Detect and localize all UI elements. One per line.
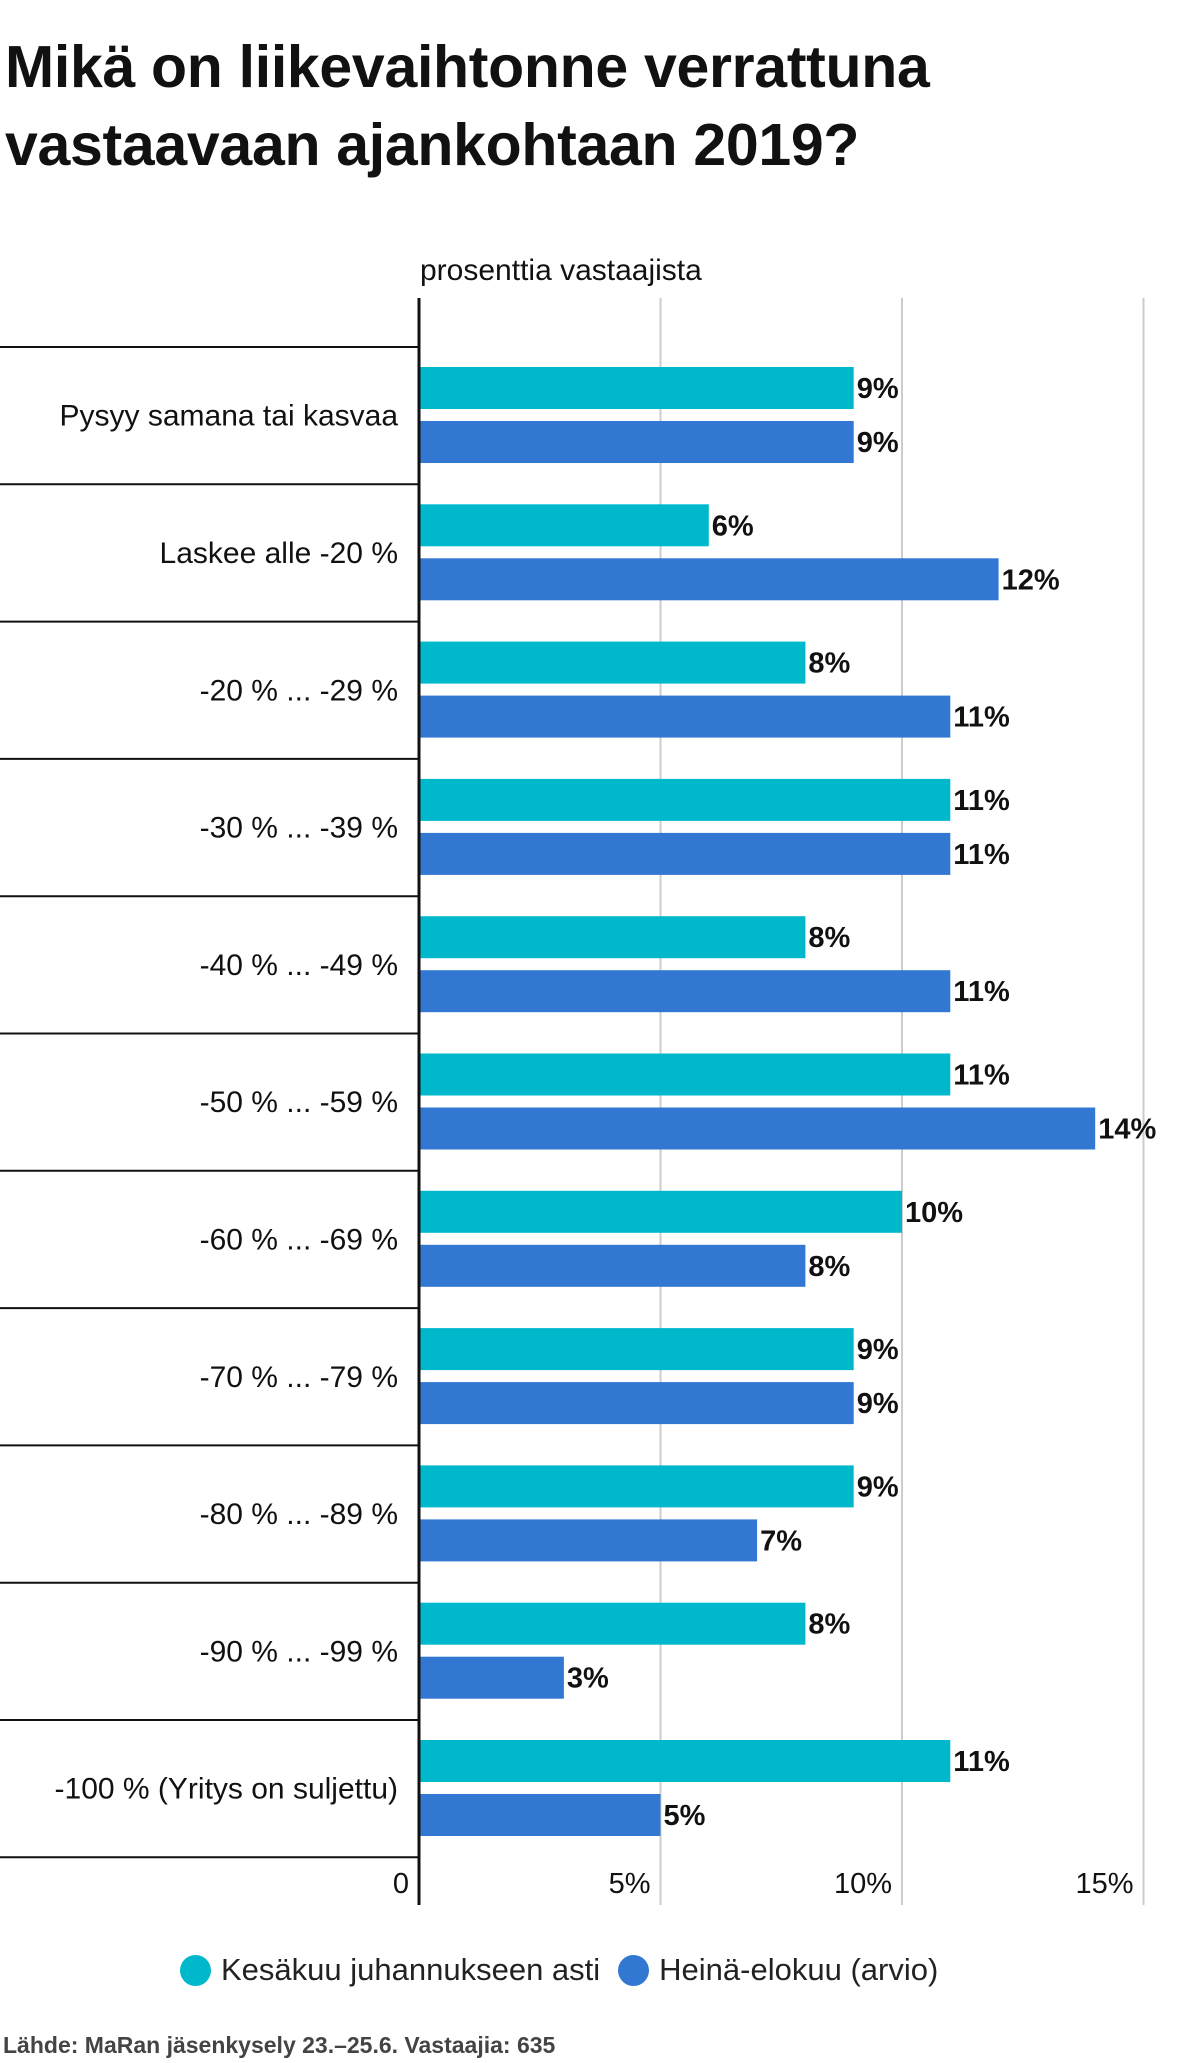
bar-series-2: [419, 1519, 758, 1562]
data-label: 11%: [953, 785, 1010, 817]
category-label: Pysyy samana tai kasvaa: [60, 400, 399, 433]
category-label: -20 % ... -29 %: [200, 674, 398, 707]
legend-label-series-1: Kesäkuu juhannukseen asti: [221, 1952, 601, 1987]
data-label: 11%: [953, 1746, 1010, 1778]
data-label: 5%: [664, 1800, 706, 1832]
legend-swatch-series-1: [180, 1954, 211, 1986]
bar-series-1: [419, 1053, 951, 1096]
bar-series-2: [419, 1382, 854, 1425]
data-label: 8%: [808, 922, 850, 954]
category-label: -30 % ... -39 %: [200, 812, 398, 845]
data-label: 10%: [905, 1197, 963, 1229]
category-label: -80 % ... -89 %: [200, 1498, 398, 1531]
bar-series-2: [419, 1244, 806, 1287]
category-label: -60 % ... -69 %: [200, 1223, 398, 1256]
chart-subtitle: prosenttia vastaajista: [420, 254, 702, 287]
bar-series-1: [419, 504, 709, 547]
bar-series-1: [419, 641, 806, 684]
chart-plot: prosenttia vastaajista 0 5% 10% 15% Pysyy sa…: [0, 254, 1157, 1905]
bar-series-2: [419, 558, 999, 601]
bar-series-1: [419, 1465, 854, 1508]
bar-series-1: [419, 367, 854, 409]
bar-series-2: [419, 1107, 1096, 1150]
data-label: 11%: [953, 702, 1010, 734]
bar-series-2: [419, 970, 951, 1013]
data-label: 9%: [857, 1334, 899, 1366]
category-label: Laskee alle -20 %: [160, 537, 398, 570]
bar-series-1: [419, 778, 951, 821]
bars: [419, 367, 1096, 1836]
bar-series-2: [419, 421, 854, 463]
legend-label-series-2: Heinä-elokuu (arvio): [659, 1952, 939, 1987]
data-label: 9%: [857, 1471, 899, 1503]
labels: 0 5% 10% 15% Pysyy samana tai kasvaa Laskee a…: [55, 373, 1157, 1900]
legend-item-series-2: Heinä-elokuu (arvio): [618, 1952, 938, 1988]
chart-title: Mikä on liikevaihtonne verrattuna vastaa…: [5, 34, 930, 178]
category-label: -100 % (Yritys on suljettu): [55, 1773, 398, 1806]
data-label: 12%: [1002, 564, 1060, 596]
bar-series-1: [419, 1602, 806, 1645]
data-label: 14%: [1098, 1114, 1156, 1146]
data-label: 6%: [712, 510, 754, 542]
x-tick-label: 10%: [834, 1868, 892, 1900]
legend-item-series-1: Kesäkuu juhannukseen asti: [180, 1952, 600, 1988]
data-label: 9%: [857, 427, 899, 459]
bar-series-2: [419, 695, 951, 738]
data-label: 7%: [760, 1525, 802, 1557]
data-label: 3%: [567, 1663, 609, 1695]
bar-series-1: [419, 1190, 902, 1233]
source-note: Lähde: MaRan jäsenkysely 23.–25.6. Vasta…: [3, 2032, 556, 2058]
data-label: 9%: [857, 373, 899, 405]
data-label: 9%: [857, 1388, 899, 1420]
data-label: 11%: [953, 839, 1010, 871]
data-label: 8%: [808, 1609, 850, 1641]
x-tick-label: 15%: [1075, 1868, 1133, 1900]
category-label: -50 % ... -59 %: [200, 1086, 398, 1119]
category-label: -90 % ... -99 %: [200, 1635, 398, 1668]
bar-series-2: [419, 1794, 661, 1836]
bar-series-1: [419, 1328, 854, 1371]
x-tick-label: 5%: [609, 1868, 651, 1900]
bar-series-2: [419, 832, 951, 875]
bar-series-1: [419, 916, 806, 959]
category-label: -40 % ... -49 %: [200, 949, 398, 982]
category-separators: [0, 346, 419, 1859]
data-label: 8%: [808, 1251, 850, 1283]
data-label: 11%: [953, 976, 1010, 1008]
legend: Kesäkuu juhannukseen asti Heinä-elokuu (…: [180, 1950, 956, 1990]
category-label: -70 % ... -79 %: [200, 1361, 398, 1394]
x-tick-label: 0: [393, 1868, 409, 1900]
legend-swatch-series-2: [618, 1954, 650, 1986]
data-label: 11%: [953, 1060, 1010, 1092]
bar-series-1: [419, 1740, 951, 1782]
bar-series-2: [419, 1656, 564, 1699]
data-label: 8%: [808, 648, 850, 680]
